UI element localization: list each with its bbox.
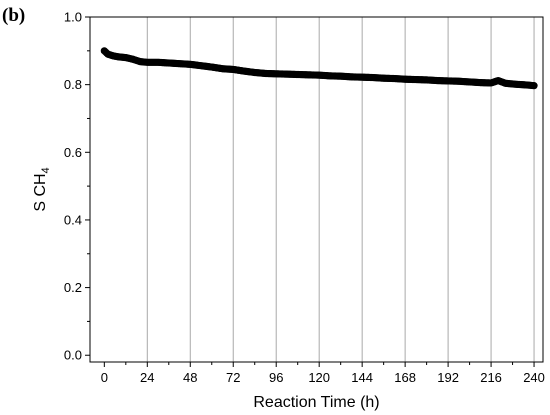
y-tick-label: 0.8 <box>64 77 82 92</box>
y-tick-label: 0.6 <box>64 145 82 160</box>
x-tick-label: 168 <box>394 370 416 385</box>
data-point <box>530 82 538 90</box>
y-tick-label: 0.4 <box>64 212 82 227</box>
x-tick-label: 0 <box>101 370 108 385</box>
x-tick-label: 48 <box>183 370 197 385</box>
x-axis-title: Reaction Time (h) <box>253 394 379 411</box>
x-tick-label: 216 <box>480 370 502 385</box>
y-tick-label: 1.0 <box>64 10 82 25</box>
y-tick-label: 0.2 <box>64 280 82 295</box>
x-axis-ticks: 0 24 48 72 96 120 144 168 192 216 240 <box>101 362 545 385</box>
x-tick-label: 72 <box>226 370 240 385</box>
data-series <box>100 47 538 90</box>
x-tick-label: 24 <box>140 370 154 385</box>
x-tick-label: 144 <box>351 370 373 385</box>
y-tick-label: 0.0 <box>64 348 82 363</box>
x-tick-label: 240 <box>523 370 545 385</box>
y-axis-title-subscript: 4 <box>40 167 52 173</box>
plot-frame <box>89 16 544 363</box>
x-tick-label: 96 <box>269 370 283 385</box>
panel-label: (b) <box>2 5 25 26</box>
x-tick-label: 120 <box>308 370 330 385</box>
y-axis-title: S CH4 <box>32 167 52 211</box>
y-axis-ticks: 0.0 0.2 0.4 0.6 0.8 1.0 <box>64 10 90 363</box>
x-tick-label: 192 <box>437 370 459 385</box>
y-axis-title-main: S CH <box>32 173 49 211</box>
